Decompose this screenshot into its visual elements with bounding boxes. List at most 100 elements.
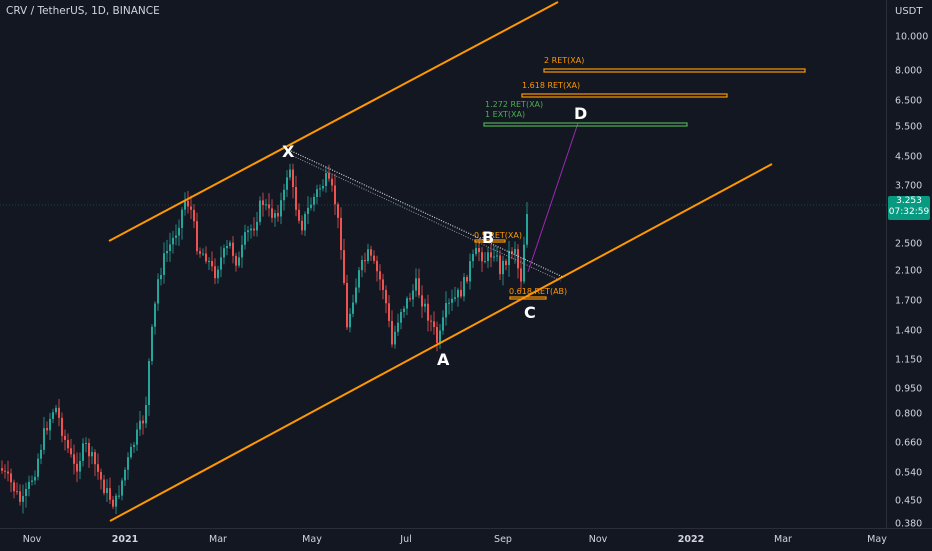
candle-body xyxy=(379,271,381,280)
time-axis[interactable]: Nov 2021 Mar May Jul Sep Nov 2022 Mar Ma… xyxy=(0,528,932,551)
upper-channel-line[interactable] xyxy=(108,1,559,242)
fib-1618-ret-box[interactable] xyxy=(521,93,728,98)
candle-body xyxy=(445,303,447,318)
candle-body xyxy=(73,454,75,464)
candle-body xyxy=(442,317,444,331)
candle-body xyxy=(133,444,135,447)
candle-body xyxy=(55,407,57,413)
point-x-label: X xyxy=(282,142,295,161)
time-tick: 2022 xyxy=(677,534,705,545)
candle-body xyxy=(265,204,267,206)
candle-body xyxy=(211,260,213,267)
candle-body xyxy=(421,295,423,307)
candle-body xyxy=(520,268,522,282)
price-tick: 2.100 xyxy=(895,265,923,277)
candle-body xyxy=(406,298,408,309)
cd-leg[interactable] xyxy=(527,122,579,273)
candle-body xyxy=(217,269,219,279)
candle-body xyxy=(358,270,360,288)
candle-body xyxy=(427,303,429,321)
currency-unit: USDT xyxy=(895,6,923,17)
candle-body xyxy=(154,303,156,327)
candle-body xyxy=(115,495,117,507)
candle-body xyxy=(37,458,39,477)
candle-body xyxy=(514,249,516,254)
candle-body xyxy=(199,251,201,254)
candle-body xyxy=(103,479,105,494)
chart-area[interactable]: CRV / TetherUS, 1D, BINANCE 2 RET(XA) 1.… xyxy=(0,0,886,528)
candle-body xyxy=(517,249,519,269)
point-c-label: C xyxy=(524,303,536,322)
candle-body xyxy=(19,491,21,502)
fib-1272-ret-box[interactable] xyxy=(483,122,688,127)
candle-body xyxy=(472,254,474,262)
candle-body xyxy=(235,255,237,266)
candle-body xyxy=(457,289,459,298)
candle-body xyxy=(97,464,99,472)
candle-body xyxy=(331,178,333,186)
price-axis[interactable]: USDT 10.000 8.000 6.500 5.500 4.500 3.70… xyxy=(886,0,932,530)
candle-body xyxy=(460,289,462,297)
candle-body xyxy=(28,481,30,489)
candle-body xyxy=(301,220,303,231)
candle-body xyxy=(451,298,453,303)
candle-body xyxy=(163,253,165,275)
price-tick: 4.500 xyxy=(895,151,923,163)
point-b-label: B xyxy=(482,228,494,247)
time-tick: Sep xyxy=(494,534,512,545)
candle-body xyxy=(151,326,153,362)
price-chart[interactable]: 2 RET(XA) 1.618 RET(XA) 1.272 RET(XA) 1 … xyxy=(0,0,886,528)
price-tick: 0.800 xyxy=(895,408,923,420)
price-tick: 0.540 xyxy=(895,467,923,479)
lower-channel-line[interactable] xyxy=(109,163,773,522)
candle-body xyxy=(238,257,240,266)
candle-body xyxy=(1,468,3,471)
candle-body xyxy=(328,173,330,179)
candle-body xyxy=(145,405,147,424)
xc-trendline[interactable] xyxy=(288,149,564,278)
candle-body xyxy=(169,244,171,251)
candle-body xyxy=(424,303,426,307)
candle-body xyxy=(226,246,228,249)
candle-body xyxy=(454,297,456,299)
candle-body xyxy=(100,471,102,480)
candle-body xyxy=(259,200,261,222)
candle-body xyxy=(361,260,363,271)
candle-body xyxy=(40,449,42,459)
candle-body xyxy=(313,196,315,205)
candle-body xyxy=(4,470,6,472)
candle-body xyxy=(505,260,507,266)
candle-body xyxy=(109,488,111,500)
price-tick: 0.660 xyxy=(895,437,923,449)
candle-body xyxy=(310,204,312,208)
candle-body xyxy=(403,308,405,312)
fib-2-ret-box[interactable] xyxy=(543,68,806,73)
candle-body xyxy=(496,255,498,257)
price-tick: 10.000 xyxy=(895,31,929,43)
candle-body xyxy=(349,313,351,328)
ticker-symbol: CRV / TetherUS, 1D, BINANCE xyxy=(6,5,160,17)
candle-body xyxy=(418,278,420,296)
price-tick: 1.400 xyxy=(895,325,923,337)
price-tick: 0.950 xyxy=(895,383,923,395)
candle-body xyxy=(190,206,192,210)
candle-body xyxy=(229,242,231,247)
candle-body xyxy=(61,417,63,436)
fib-c-ret-box[interactable] xyxy=(509,296,547,300)
time-tick: Nov xyxy=(22,534,42,545)
candle-body xyxy=(49,418,51,431)
candle-body xyxy=(340,217,342,251)
candle-body xyxy=(463,277,465,297)
candle-body xyxy=(250,228,252,231)
candle-body xyxy=(232,242,234,256)
candle-body xyxy=(415,278,417,291)
price-tick: 1.150 xyxy=(895,354,923,366)
fib-b-ret-box[interactable] xyxy=(474,239,506,243)
candle-body xyxy=(241,244,243,258)
candle-body xyxy=(94,452,96,465)
price-tick: 0.380 xyxy=(895,518,923,530)
candle-body xyxy=(481,252,483,262)
candle-body xyxy=(412,290,414,300)
candle-body xyxy=(436,327,438,343)
candle-body xyxy=(43,428,45,450)
